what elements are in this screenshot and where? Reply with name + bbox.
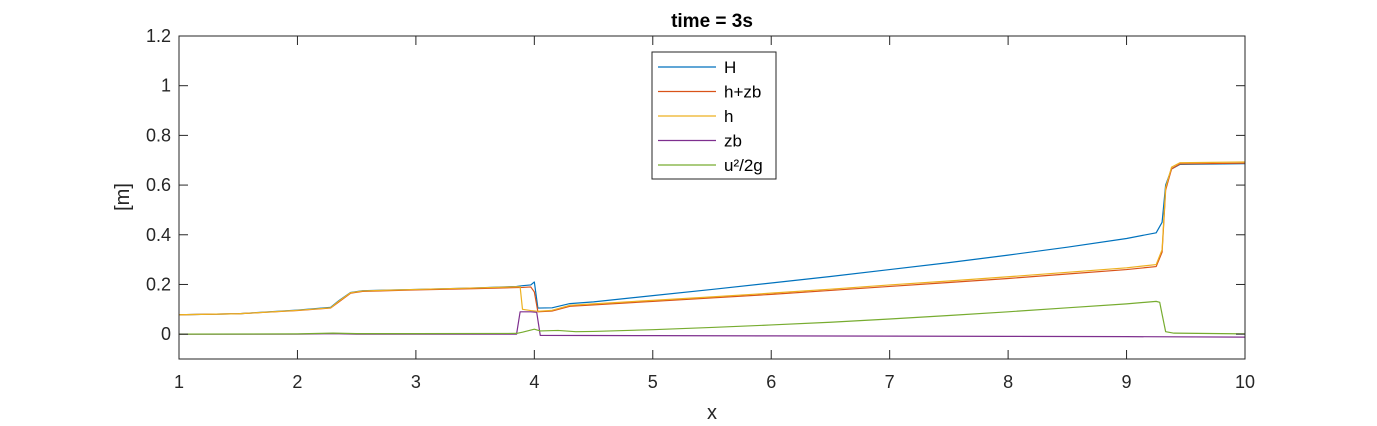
x-axis-label: x [707, 402, 717, 424]
series-line-4 [178, 300, 1246, 335]
y-tick-label: 0.8 [146, 125, 171, 145]
legend-label: u²/2g [724, 156, 763, 175]
x-tick-label: 10 [1235, 372, 1255, 392]
x-tick-label: 9 [1122, 372, 1132, 392]
x-tick-label: 2 [292, 372, 302, 392]
y-tick-label: 0.4 [146, 225, 171, 245]
legend-label: H [724, 58, 736, 77]
x-axis: 1 2 3 4 5 6 7 8 9 10 [174, 36, 1255, 392]
legend: Hh+zb h zb u²/2g [651, 51, 777, 180]
legend-label: zb [724, 132, 742, 151]
y-tick-label: 0.2 [146, 274, 171, 294]
x-tick-label: 6 [766, 372, 776, 392]
x-tick-label: 3 [411, 372, 421, 392]
chart-title: time = 3s [671, 11, 753, 32]
legend-label: h [724, 107, 733, 126]
x-tick-label: 5 [648, 372, 658, 392]
series-layer [178, 161, 1246, 338]
plot-frame [178, 35, 1246, 360]
x-tick-label: 8 [1003, 372, 1013, 392]
y-axis: 0 0.2 0.4 0.6 0.8 1 1.2 [146, 26, 1245, 344]
x-tick-label: 4 [529, 372, 539, 392]
y-axis-label: [m] [112, 183, 134, 211]
series-line-2 [178, 161, 1246, 316]
x-tick-label: 7 [885, 372, 895, 392]
y-tick-label: 0 [161, 324, 171, 344]
x-tick-label: 1 [174, 372, 184, 392]
y-tick-label: 1 [161, 76, 171, 96]
legend-label: h+zb [724, 83, 761, 102]
y-tick-label: 0.6 [146, 175, 171, 195]
y-tick-label: 1.2 [146, 26, 171, 46]
